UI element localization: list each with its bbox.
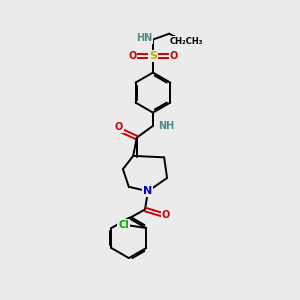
Text: O: O (115, 122, 123, 132)
Text: CH₂CH₃: CH₂CH₃ (170, 37, 203, 46)
Text: N: N (143, 186, 153, 196)
Text: O: O (161, 210, 170, 220)
Text: Cl: Cl (118, 220, 129, 230)
Text: O: O (169, 51, 178, 61)
Text: NH: NH (158, 121, 174, 131)
Text: HN: HN (136, 33, 152, 43)
Text: O: O (128, 51, 136, 61)
Text: S: S (149, 51, 157, 61)
